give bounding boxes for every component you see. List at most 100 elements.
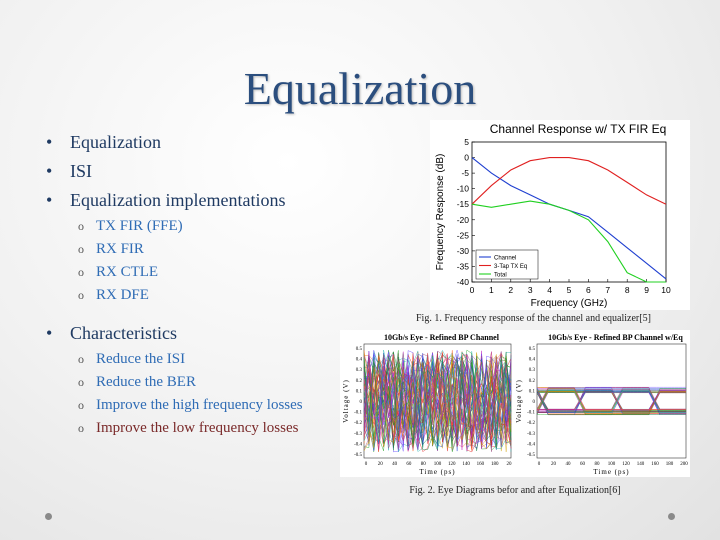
legend-label: 3-Tap TX Eq	[494, 264, 527, 270]
eye-diagram-after: 10Gb/s Eye - Refined BP Channel w/Eq 0.5 0…	[513, 330, 690, 477]
bullet-item: • ISI	[46, 157, 346, 186]
eye-x-tick-label: 180	[491, 462, 499, 467]
eye-trace	[536, 391, 686, 414]
eye-trace	[363, 353, 512, 452]
sub-bullet-ring-icon: o	[78, 219, 84, 233]
eye-x-tick-label: 80	[595, 462, 601, 467]
eye-y-tick-label: -0.1	[354, 411, 362, 416]
sub-bullet-text: TX FIR (FFE)	[96, 218, 183, 234]
eye-trace	[363, 351, 512, 441]
bullet-list: • Equalization • ISI • Equalization impleme…	[46, 128, 346, 440]
sub-bullet-item: o Reduce the ISI	[46, 348, 346, 371]
frequency-response-figure: Channel Response w/ TX FIR Eq 5 0 -5 -10 -15 -…	[430, 120, 690, 310]
sub-bullet-text: Improve the low frequency losses	[96, 420, 299, 436]
eye-x-tick-label: 20	[507, 462, 513, 467]
eye-x-tick-label: 20	[551, 462, 557, 467]
eye-trace	[363, 355, 512, 453]
bullet-item: • Characteristics	[46, 319, 346, 348]
legend-label: Channel	[494, 256, 516, 262]
x-axis-label: Frequency (GHz)	[531, 298, 608, 309]
eye-trace	[363, 352, 512, 450]
eye-y-tick-label: -0.3	[354, 432, 362, 437]
eye-trace	[363, 353, 512, 453]
eye-x-tick-label: 0	[365, 462, 368, 467]
eye-x-tick-label: 120	[622, 462, 630, 467]
y-tick-label: -30	[457, 246, 470, 256]
eye-trace	[363, 356, 512, 452]
eye-trace	[363, 350, 512, 448]
eye-trace	[363, 358, 512, 452]
eye-y-tick-label: -0.3	[527, 432, 535, 437]
sub-bullet-text: Improve the high frequency losses	[96, 397, 303, 413]
eye-y-tick-label: 0.4	[356, 358, 363, 363]
eye-x-tick-label: 160	[477, 462, 485, 467]
x-tick-label: 3	[528, 285, 533, 295]
eye-x-tick-label: 160	[651, 462, 659, 467]
eye-plot-area	[536, 343, 687, 459]
legend-label: Total	[494, 273, 507, 279]
slide-nav-prev-dot[interactable]	[45, 513, 52, 520]
series-line-total	[471, 200, 666, 283]
chart-title: Channel Response w/ TX FIR Eq	[490, 122, 667, 136]
eye-title: 10Gb/s Eye - Refined BP Channel	[384, 333, 500, 342]
eye-x-tick-label: 200	[680, 462, 688, 467]
x-tick-label: 9	[644, 285, 649, 295]
y-tick-label: 5	[464, 137, 469, 147]
eye-y-tick-label: 0.1	[356, 389, 363, 394]
sub-bullet-text: Reduce the BER	[96, 374, 196, 390]
sub-bullet-item: o Improve the low frequency losses	[46, 417, 346, 440]
sub-bullet-item: o RX CTLE	[46, 261, 346, 284]
sub-bullet-text: RX FIR	[96, 241, 144, 257]
eye-x-tick-label: 180	[666, 462, 674, 467]
y-tick-label: -10	[457, 184, 470, 194]
sub-bullet-item: o RX DFE	[46, 284, 346, 307]
eye-x-tick-label: 20	[378, 462, 384, 467]
eye-trace	[363, 351, 512, 451]
eye-y-axis-label: Voltage (V)	[515, 379, 523, 423]
y-tick-label: -40	[457, 277, 470, 287]
eye-y-tick-label: -0.2	[354, 421, 362, 426]
sub-bullet-text: RX CTLE	[96, 264, 159, 280]
eye-x-tick-label: 120	[448, 462, 456, 467]
eye-y-tick-label: 0.1	[529, 389, 536, 394]
eye-y-tick-label: 0.3	[529, 368, 536, 373]
sub-bullet-ring-icon: o	[78, 288, 84, 302]
figure2-caption: Fig. 2. Eye Diagrams befor and after Equ…	[409, 485, 621, 496]
eye-title: 10Gb/s Eye - Refined BP Channel w/Eq	[548, 333, 683, 342]
bullet-dot-icon: •	[46, 132, 53, 152]
sub-bullet-ring-icon: o	[78, 265, 84, 279]
y-tick-label: 0	[464, 153, 469, 163]
sub-bullet-ring-icon: o	[78, 421, 84, 435]
x-tick-label: 5	[567, 285, 572, 295]
sub-bullet-ring-icon: o	[78, 375, 84, 389]
eye-trace	[363, 349, 512, 444]
eye-diagram-after-plot: 10Gb/s Eye - Refined BP Channel w/Eq 0.5 0…	[515, 333, 688, 476]
bullet-item: • Equalization	[46, 128, 346, 157]
sub-bullet-item: o RX FIR	[46, 238, 346, 261]
y-tick-label: -5	[461, 168, 469, 178]
bullet-dot-icon: •	[46, 161, 53, 181]
bullet-text: ISI	[70, 161, 92, 181]
eye-y-axis-label: Voltage (V)	[342, 379, 350, 423]
eye-x-tick-label: 0	[538, 462, 541, 467]
x-tick-label: 6	[586, 285, 591, 295]
eye-x-tick-label: 140	[462, 462, 470, 467]
eye-trace	[363, 355, 512, 450]
sub-bullet-item: o Improve the high frequency losses	[46, 394, 346, 417]
sub-bullet-item: o TX FIR (FFE)	[46, 215, 346, 238]
eye-trace	[363, 350, 512, 451]
sub-bullet-text: RX DFE	[96, 287, 149, 303]
eye-trace	[363, 354, 512, 450]
sub-bullet-ring-icon: o	[78, 352, 84, 366]
slide-nav-next-dot[interactable]	[668, 513, 675, 520]
eye-x-tick-label: 40	[392, 462, 398, 467]
eye-y-tick-label: 0.3	[356, 368, 363, 373]
eye-x-tick-label: 80	[421, 462, 427, 467]
eye-traces	[363, 349, 512, 453]
x-tick-label: 4	[547, 285, 552, 295]
eye-y-tick-label: -0.2	[527, 421, 535, 426]
sub-bullet-item: o Reduce the BER	[46, 371, 346, 394]
eye-y-tick-label: 0	[360, 400, 363, 405]
sub-bullet-text: Reduce the ISI	[96, 351, 186, 367]
eye-x-axis-label: Time (ps)	[593, 468, 629, 476]
